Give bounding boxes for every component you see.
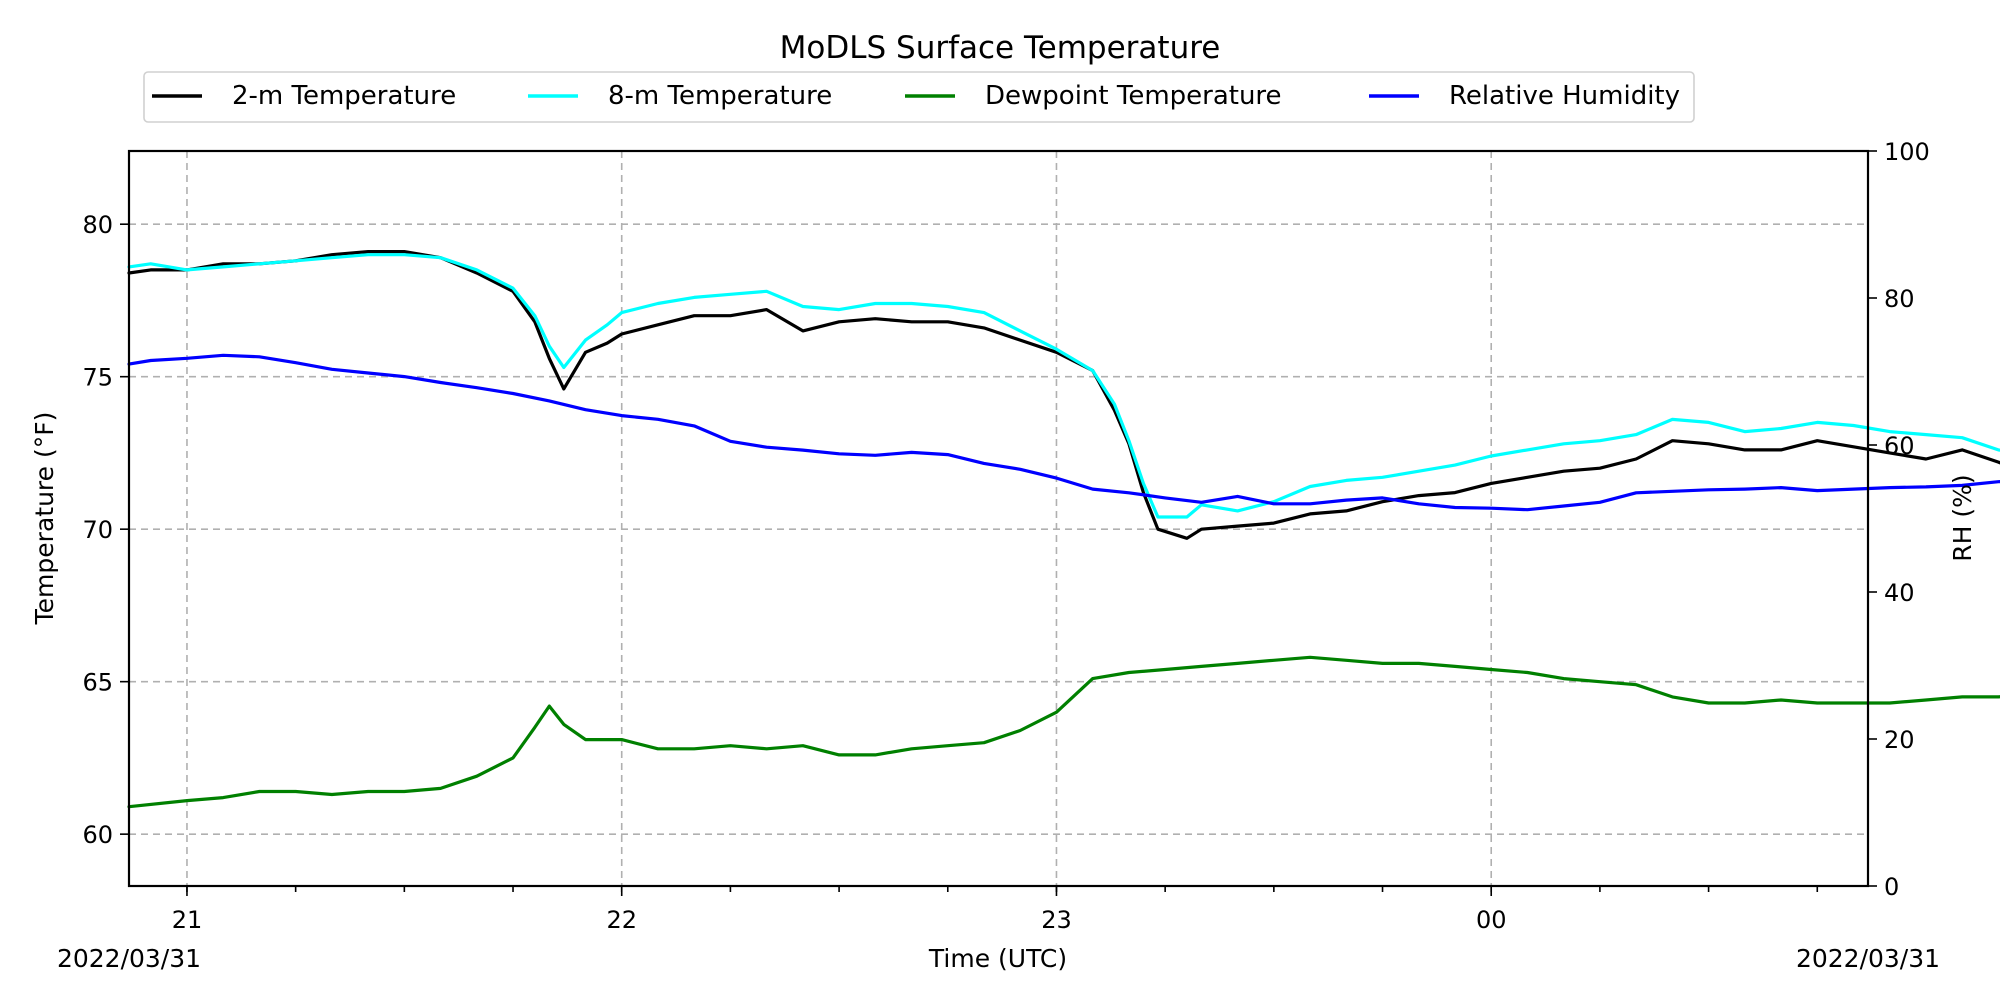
x-tick-label: 00: [1476, 906, 1507, 934]
axes: 21 22 23 00 60 65 70 75 80 0 20 40 60 80 100: [82, 138, 1929, 934]
y2-tick-label: 0: [1884, 873, 1899, 901]
x-tick-label: 21: [172, 906, 203, 934]
legend-label: 8-m Temperature: [608, 81, 832, 111]
y2-tick-label: 100: [1884, 138, 1930, 166]
y2-tick-label: 40: [1884, 579, 1915, 607]
series-line-2-m-temperature: [127, 250, 2000, 540]
legend-item-relative-humidity: Relative Humidity: [1369, 81, 1680, 111]
series-line-relative-humidity: [127, 353, 2000, 512]
legend-label: Dewpoint Temperature: [985, 81, 1282, 111]
legend-item-2-m-temperature: 2-m Temperature: [152, 81, 456, 111]
legend-item-dewpoint-temperature: Dewpoint Temperature: [905, 81, 1282, 111]
date-label-left: 2022/03/31: [57, 944, 201, 973]
y-tick-label: 70: [82, 516, 113, 544]
y-tick-label: 60: [82, 821, 113, 849]
legend-label: 2-m Temperature: [232, 81, 456, 111]
y-tick-label: 80: [82, 211, 113, 239]
legend-label: Relative Humidity: [1449, 81, 1680, 111]
date-label-right: 2022/03/31: [1796, 944, 1940, 973]
x-tick-label: 22: [606, 906, 637, 934]
y2-axis-label: RH (%): [1948, 474, 1977, 561]
chart-title: MoDLS Surface Temperature: [780, 30, 1221, 66]
y-tick-label: 65: [82, 669, 113, 697]
y2-tick-label: 20: [1884, 726, 1915, 754]
y2-tick-label: 80: [1884, 285, 1915, 313]
y-tick-label: 75: [82, 364, 113, 392]
x-tick-label: 23: [1041, 906, 1072, 934]
series-line-dewpoint-temperature: [127, 655, 2000, 809]
plot-lines: [127, 250, 2000, 809]
y2-tick-label: 60: [1884, 432, 1915, 460]
series-line-8-m-temperature: [127, 253, 2000, 519]
plot-frame: [127, 149, 1870, 888]
x-axis-label: Time (UTC): [928, 944, 1067, 973]
legend-item-8-m-temperature: 8-m Temperature: [528, 81, 832, 111]
legend: 2-m Temperature 8-m Temperature Dewpoint T…: [143, 71, 1695, 123]
y-axis-label: Temperature (°F): [30, 412, 59, 626]
grid: [129, 151, 1868, 886]
